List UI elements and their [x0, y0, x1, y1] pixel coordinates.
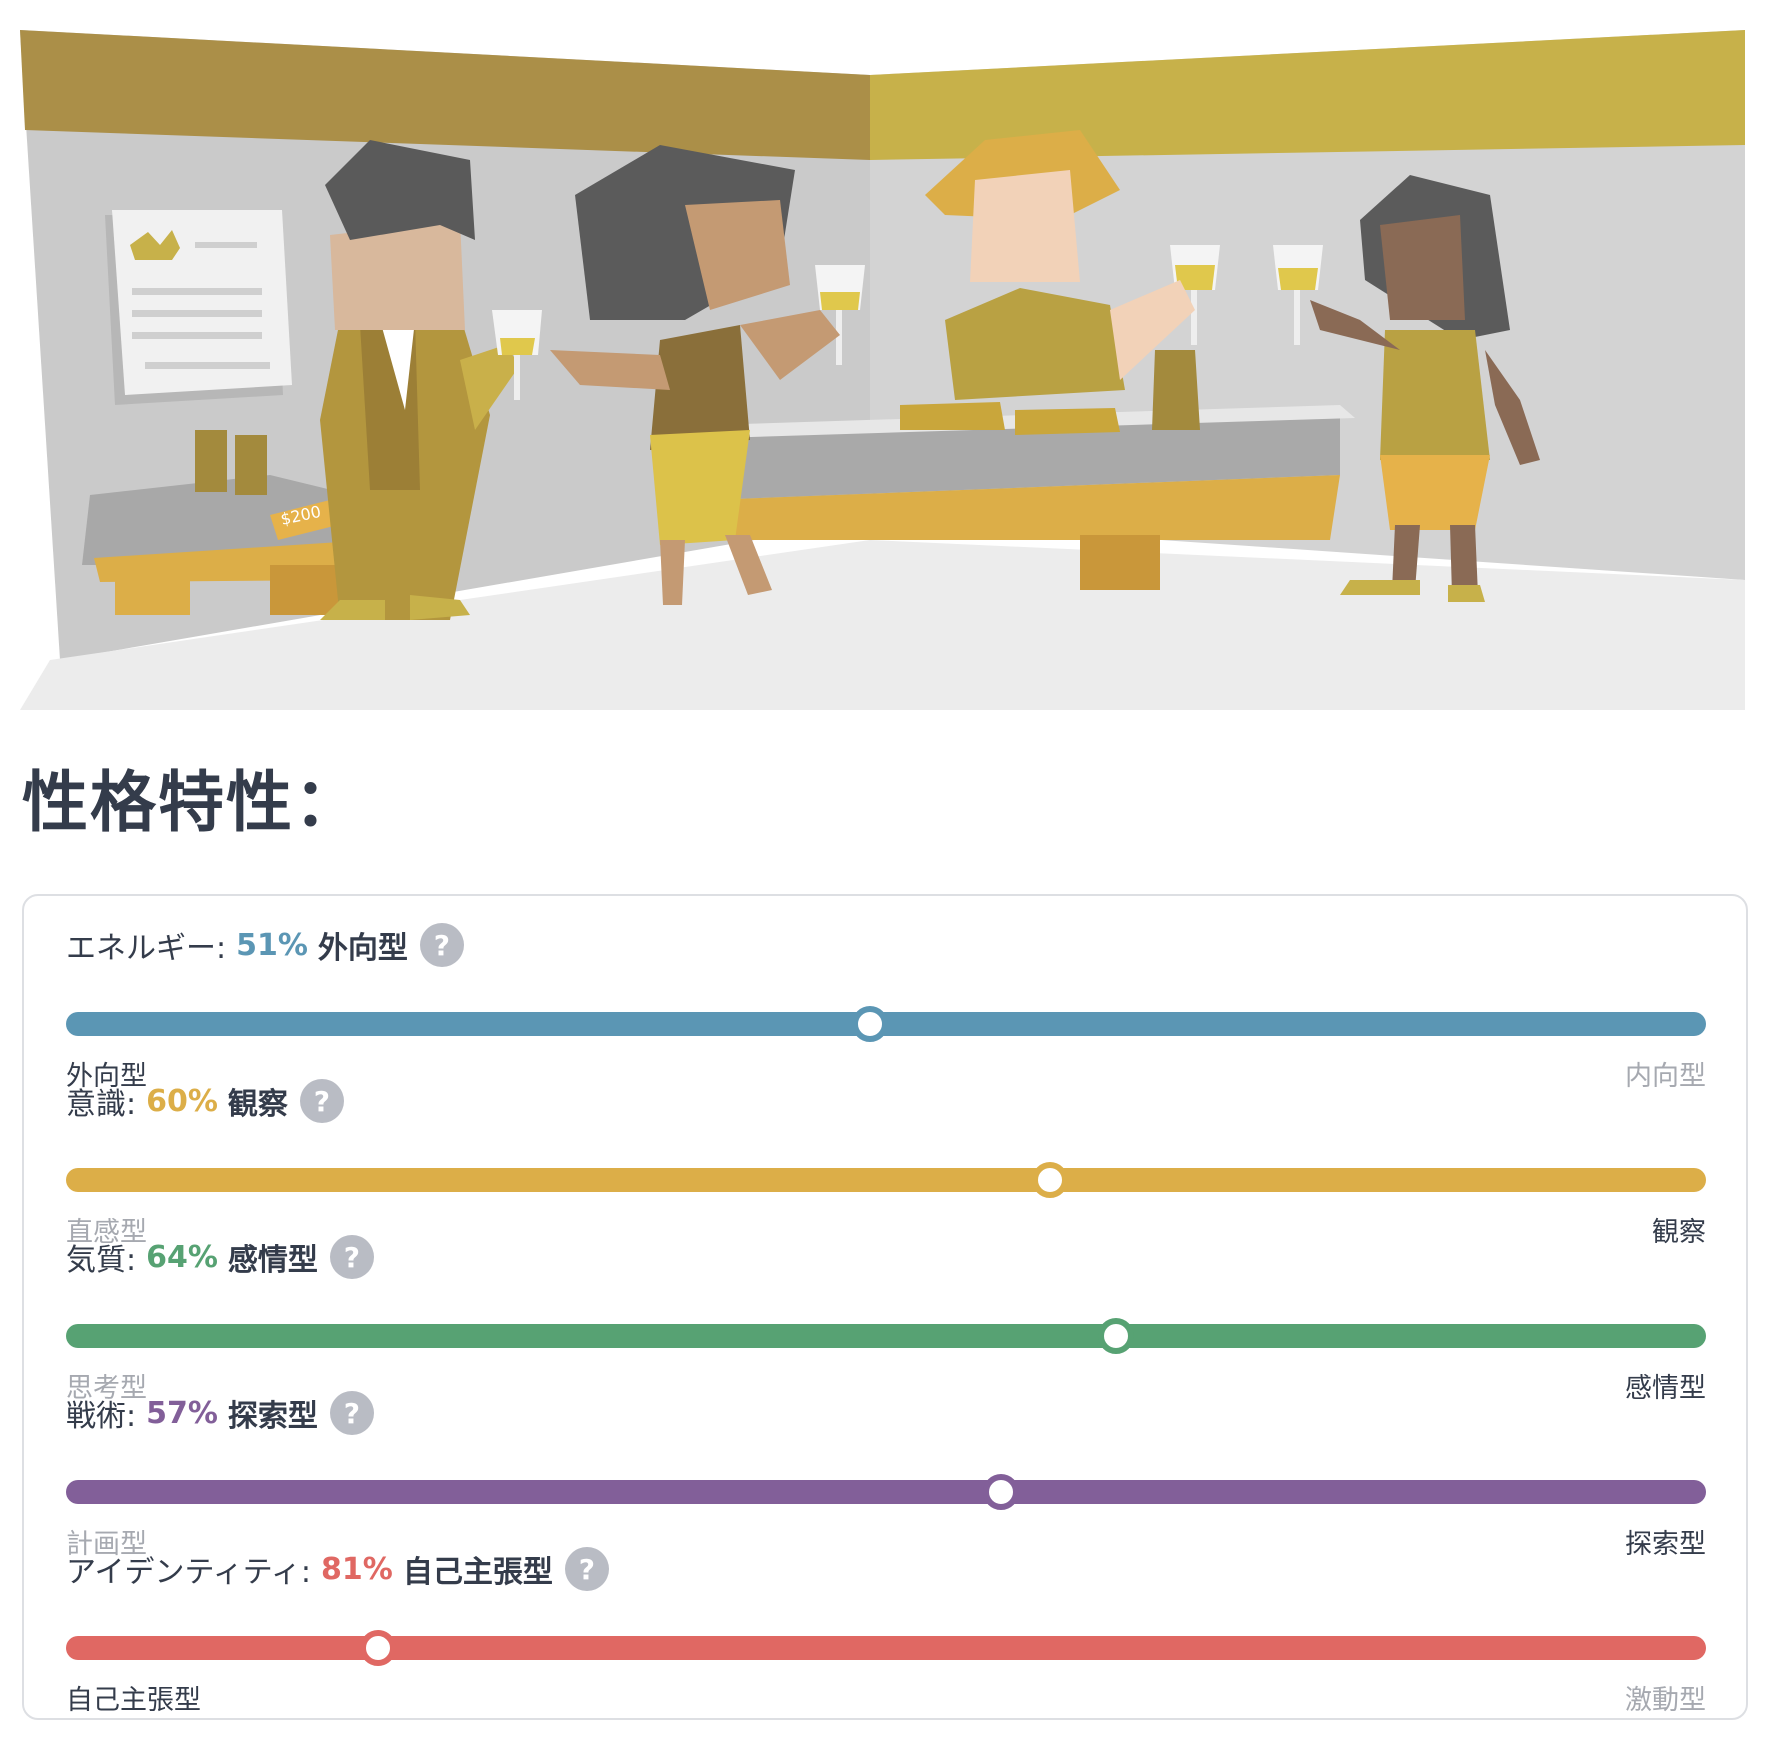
trait-energy: エネルギー: 51% 外向型 ? 外向型 内向型 [66, 920, 1706, 1092]
trait-percent: 60% [146, 1083, 218, 1119]
help-icon[interactable]: ? [299, 1079, 344, 1123]
trait-type-name: 探索型 [227, 1399, 318, 1434]
trait-percent: 81% [321, 1551, 393, 1587]
trait-header: 気質: 64% 感情型 ? [66, 1232, 374, 1282]
trait-bar [66, 1474, 1706, 1510]
section-title: 性格特性： [22, 764, 362, 841]
trait-right-pole: 観察 [1652, 1217, 1706, 1248]
trait-right-pole: 内向型 [1625, 1061, 1706, 1092]
trait-knob [1032, 1162, 1068, 1198]
trait-tactics: 戦術: 57% 探索型 ? 計画型 探索型 [66, 1388, 1706, 1560]
trait-header: アイデンティティ: 81% 自己主張型 ? [66, 1544, 609, 1594]
trait-type-name: 自己主張型 [402, 1555, 553, 1590]
trait-type-name: 観察 [227, 1087, 288, 1122]
trait-bar [66, 1162, 1706, 1198]
trait-right-pole: 激動型 [1625, 1685, 1706, 1716]
help-icon[interactable]: ? [329, 1235, 374, 1279]
trait-type-name: 外向型 [317, 931, 408, 966]
trait-nature: 気質: 64% 感情型 ? 思考型 感情型 [66, 1232, 1706, 1404]
trait-knob [982, 1474, 1019, 1510]
trait-label: 気質: [66, 1243, 137, 1278]
trait-percent: 64% [146, 1239, 218, 1275]
trait-left-pole: 思考型 [66, 1373, 147, 1404]
trait-bar [66, 1006, 1706, 1042]
trait-knob [359, 1630, 396, 1666]
help-icon[interactable]: ? [329, 1391, 374, 1435]
trait-type-name: 感情型 [227, 1243, 318, 1278]
trait-label: 戦術: [66, 1399, 137, 1434]
trait-bar [66, 1630, 1706, 1666]
trait-left-pole: 外向型 [66, 1061, 147, 1092]
trait-label: 意識: [66, 1087, 137, 1122]
wine-tasting-illustration: $200 [20, 30, 1745, 710]
trait-left-pole: 計画型 [66, 1529, 147, 1560]
trait-header: エネルギー: 51% 外向型 ? [66, 920, 464, 970]
trait-right-pole: 探索型 [1625, 1529, 1706, 1560]
trait-knob [851, 1006, 888, 1042]
trait-left-pole: 直感型 [66, 1217, 147, 1248]
trait-bar [66, 1318, 1706, 1354]
trait-percent: 57% [146, 1395, 218, 1431]
trait-left-pole: 自己主張型 [66, 1685, 201, 1716]
trait-right-pole: 感情型 [1625, 1373, 1706, 1404]
help-icon[interactable]: ? [564, 1547, 609, 1591]
trait-knob [1097, 1318, 1134, 1354]
trait-label: エネルギー: [66, 931, 227, 966]
hero-illustration: $200 [20, 20, 1750, 710]
trait-mind: 意識: 60% 観察 ? 直感型 観察 [66, 1076, 1706, 1248]
trait-percent: 51% [236, 927, 308, 963]
trait-header: 意識: 60% 観察 ? [66, 1076, 344, 1126]
traits-card: エネルギー: 51% 外向型 ? 外向型 内向型 意識: 60% 観察 ? 直感… [22, 894, 1748, 1720]
trait-header: 戦術: 57% 探索型 ? [66, 1388, 374, 1438]
help-icon[interactable]: ? [419, 923, 464, 967]
trait-label: アイデンティティ: [66, 1555, 312, 1590]
trait-identity: アイデンティティ: 81% 自己主張型 ? 自己主張型 激動型 [66, 1544, 1706, 1716]
